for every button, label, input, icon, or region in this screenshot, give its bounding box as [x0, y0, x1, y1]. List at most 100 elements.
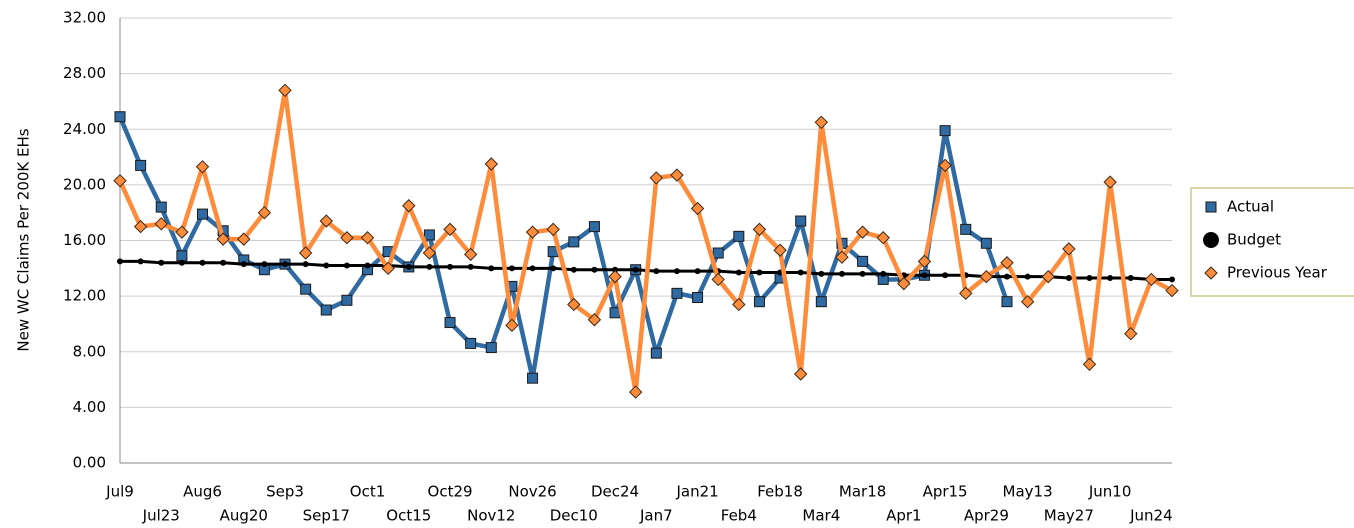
data-point [673, 268, 680, 275]
data-point [690, 201, 705, 216]
data-point [632, 266, 639, 273]
x-tick-label: Nov26 [508, 483, 556, 501]
data-point [300, 283, 312, 295]
x-tick-label: Jun24 [1129, 507, 1173, 525]
data-point [133, 219, 148, 234]
x-tick-label: Jan21 [675, 483, 718, 501]
data-point [938, 158, 952, 173]
data-point [485, 342, 497, 354]
y-axis-label: New WC Claims Per 200K EHs [15, 128, 33, 351]
x-tick-label: Jan7 [639, 507, 673, 525]
data-point [1000, 256, 1014, 270]
x-tick-label: Sep17 [303, 507, 350, 525]
data-point [1165, 283, 1179, 298]
data-point [1065, 275, 1072, 282]
x-tick-label: Oct15 [386, 507, 431, 525]
data-point [216, 232, 230, 246]
data-point [628, 385, 643, 399]
data-point [465, 337, 477, 349]
data-point [257, 205, 272, 220]
data-point [323, 262, 330, 269]
data-point [591, 266, 598, 273]
data-point [814, 115, 829, 130]
data-point [876, 231, 890, 245]
data-point [282, 261, 289, 268]
data-point [1086, 275, 1093, 282]
legend: Actual Budget Previous Year [1190, 187, 1354, 297]
data-point [381, 261, 395, 276]
data-point [897, 276, 911, 291]
data-point [447, 263, 454, 270]
data-point [567, 297, 581, 312]
data-point [175, 225, 189, 239]
data-point [402, 199, 416, 213]
data-point [609, 307, 621, 319]
data-point [176, 250, 188, 262]
y-tick-label: 24.00 [63, 120, 106, 138]
data-point [114, 111, 126, 123]
data-point [588, 221, 600, 233]
data-point [859, 270, 866, 277]
data-point [343, 262, 350, 269]
x-tick-label: Dec24 [591, 483, 639, 501]
data-point [795, 215, 807, 227]
x-tick-label: Dec10 [550, 507, 598, 525]
data-point [1082, 357, 1097, 371]
data-point [835, 250, 849, 264]
x-tick-label: May27 [1044, 507, 1094, 525]
data-point [942, 272, 949, 279]
data-point [340, 231, 354, 245]
data-point [917, 254, 932, 269]
data-point [773, 243, 787, 257]
data-point [608, 269, 622, 284]
y-tick-label: 32.00 [63, 9, 106, 27]
data-point [1127, 275, 1134, 282]
data-point [793, 367, 808, 381]
data-point [220, 259, 227, 266]
data-point [199, 259, 206, 266]
data-point [341, 294, 353, 306]
data-point [650, 347, 662, 359]
data-point [756, 269, 763, 276]
y-tick-label: 20.00 [63, 175, 106, 193]
y-tick-label: 4.00 [73, 398, 106, 416]
data-point [1024, 273, 1031, 280]
data-point [467, 263, 474, 270]
x-tick-label: Apr29 [964, 507, 1009, 525]
data-point [240, 261, 247, 268]
data-point [649, 171, 664, 185]
data-point [525, 225, 540, 239]
data-point [815, 296, 827, 308]
data-point [855, 225, 870, 239]
data-point [880, 270, 887, 277]
data-point [797, 269, 804, 276]
data-point [1107, 275, 1114, 282]
x-tick-label: Mar18 [839, 483, 886, 501]
data-point [692, 292, 704, 304]
data-point [653, 268, 660, 275]
data-point [570, 266, 577, 273]
legend-marker [1204, 266, 1218, 280]
data-point [568, 236, 580, 248]
data-point [939, 125, 951, 137]
x-tick-label: Jul23 [142, 507, 180, 525]
data-point [237, 232, 251, 246]
x-tick-label: May13 [1003, 483, 1053, 501]
legend-label: Actual [1227, 198, 1274, 216]
data-point [137, 258, 144, 265]
data-point [546, 222, 560, 237]
data-point [320, 304, 332, 316]
x-tick-label: Aug6 [183, 483, 222, 501]
data-point [508, 265, 515, 272]
data-point [195, 160, 210, 174]
data-point [960, 223, 972, 235]
x-tick-label: Sep3 [266, 483, 304, 501]
data-point [426, 263, 433, 270]
x-tick-label: Nov12 [467, 507, 515, 525]
data-point [298, 246, 313, 260]
data-point [135, 159, 147, 171]
data-point [302, 261, 309, 268]
data-point [444, 317, 456, 329]
y-tick-label: 12.00 [63, 287, 106, 305]
